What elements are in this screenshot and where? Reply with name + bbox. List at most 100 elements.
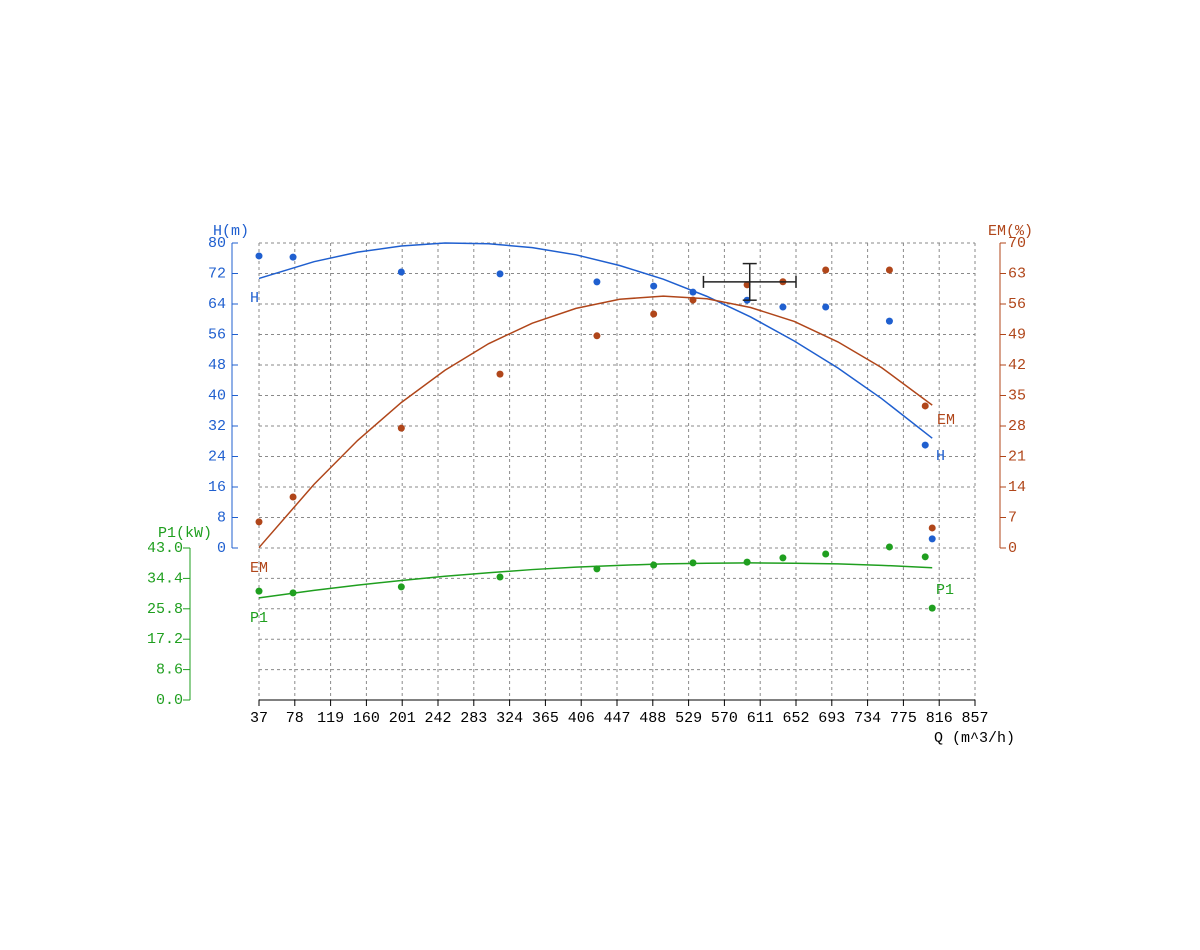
data-point [496,370,504,378]
data-point [255,518,263,526]
data-point [255,587,263,595]
data-point [743,281,751,289]
data-point [921,441,929,449]
x-tick-label: 652 [782,710,809,727]
curve-label: H [250,290,259,307]
data-point [928,524,936,532]
data-point [650,561,658,569]
x-tick-label: 611 [747,710,774,727]
data-point [743,558,751,566]
x-tick-label: 242 [424,710,451,727]
marks: H H EM EM P1 P1 [250,242,955,627]
curve-label: H [936,448,945,465]
y-axis-title: H(m) [213,223,249,240]
curve-label: P1 [936,582,954,599]
x-tick-label: 570 [711,710,738,727]
x-tick-label: 201 [389,710,416,727]
y-tick-label: 32 [208,418,226,435]
y-tick-label: 72 [208,265,226,282]
x-axis-title: Q (m^3/h) [934,730,1015,747]
data-point [650,310,658,318]
x-tick-label: 775 [890,710,917,727]
y-tick-label: 0 [217,540,226,557]
curve-label: EM [250,560,268,577]
y3-axis-title: P1(kW) [158,525,212,542]
data-point [593,565,601,573]
data-point [779,303,787,311]
x-tick-label: 119 [317,710,344,727]
data-point [885,266,893,274]
y3-tick-label: 17.2 [147,631,183,648]
data-point [928,535,936,543]
y2-tick-label: 14 [1008,479,1026,496]
data-point [397,424,405,432]
x-tick-label: 283 [460,710,487,727]
data-point [885,543,893,551]
fit-curve [258,242,933,439]
data-point [689,296,697,304]
y2-tick-label: 42 [1008,357,1026,374]
x-tick-label: 324 [496,710,523,727]
data-point [593,332,601,340]
data-point [289,493,297,501]
data-point [289,253,297,261]
data-point [822,266,830,274]
data-point [885,317,893,325]
y2-tick-label: 0 [1008,540,1017,557]
x-tick-label: 693 [818,710,845,727]
data-point [921,553,929,561]
x-tick-label: 406 [568,710,595,727]
x-tick-label: 365 [532,710,559,727]
data-point [255,252,263,260]
curve-label: EM [937,412,955,429]
y-tick-label: 64 [208,296,226,313]
x-tick-label: 37 [250,710,268,727]
curve-label: P1 [250,610,268,627]
y2-tick-label: 28 [1008,418,1026,435]
y-tick-label: 24 [208,448,226,465]
y-tick-label: 16 [208,479,226,496]
data-point [289,589,297,597]
data-point [822,303,830,311]
y3-tick-label: 43.0 [147,540,183,557]
data-point [689,559,697,567]
data-point [928,604,936,612]
y-tick-label: 40 [208,387,226,404]
y2-tick-label: 35 [1008,387,1026,404]
x-tick-label: 447 [603,710,630,727]
x-tick-label: 78 [286,710,304,727]
p1-tick-labels: 0.0 8.6 17.2 25.8 34.4 43.0 [147,540,183,709]
data-point [921,402,929,410]
data-point [496,573,504,581]
y-tick-label: 56 [208,326,226,343]
y2-tick-label: 21 [1008,448,1026,465]
y3-tick-label: 25.8 [147,601,183,618]
data-point [650,282,658,290]
y2-axis-title: EM(%) [988,223,1033,240]
y2-tick-label: 56 [1008,296,1026,313]
data-point [779,554,787,562]
x-tick-label: 160 [353,710,380,727]
y3-tick-label: 8.6 [156,662,183,679]
y2-tick-label: 63 [1008,265,1026,282]
y-tick-label: 80 [208,235,226,252]
data-point [689,288,697,296]
data-point [397,583,405,591]
y2-tick-label: 70 [1008,235,1026,252]
y2-tick-label: 49 [1008,326,1026,343]
y3-tick-label: 0.0 [156,692,183,709]
x-tick-label: 857 [961,710,988,727]
fit-curve [258,295,933,549]
x-tick-label: 488 [639,710,666,727]
data-point [593,278,601,286]
y3-tick-label: 34.4 [147,570,183,587]
data-point [397,268,405,276]
x-tick-label: 529 [675,710,702,727]
x-tick-label: 734 [854,710,881,727]
y2-tick-label: 7 [1008,509,1017,526]
y-tick-label: 8 [217,509,226,526]
data-point [822,550,830,558]
y-tick-label: 48 [208,357,226,374]
grid [258,242,976,701]
